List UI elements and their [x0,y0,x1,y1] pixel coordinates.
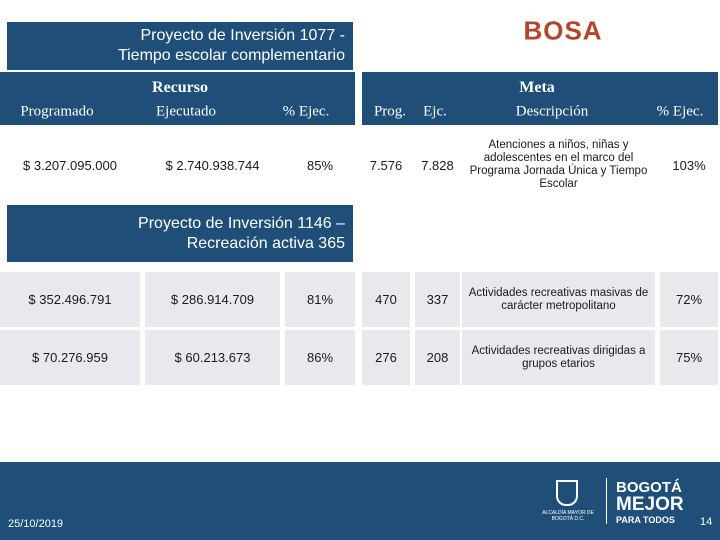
header: Recurso [152,79,208,96]
table-cell: 81% [285,272,355,327]
header: Programado [20,103,94,120]
project-title: Recreación activa 365 [186,234,345,252]
header: Ejc. [423,103,447,120]
project-title-box: Proyecto de Inversión 1077 - Tiempo esco… [7,22,353,70]
table-cell: $ 70.276.959 [0,330,140,385]
table-cell: 103% [672,157,706,173]
project-title: Proyecto de Inversión 1146 – [138,214,345,232]
header: Prog. [373,103,407,120]
table-cell: 7.828 [421,157,454,173]
project-title: Proyecto de Inversión 1077 - [140,27,345,44]
location: BOSA [523,15,603,46]
table-cell: 7.576 [369,157,403,173]
logo-divider [606,478,607,524]
table-cell: $ 3.207.095.000 [23,157,117,173]
page-number: 14 [700,516,713,528]
description-cell: Atenciones a niños, niñas y adolescentes… [469,139,648,190]
header: Ejecutado [156,103,216,120]
footer [0,462,720,540]
table-cell: 75% [660,330,718,385]
table-cell: 276 [362,330,410,385]
description-cell: Actividades recreativas masivas de carác… [462,272,655,327]
description-cell: Actividades recreativas dirigidas a grup… [462,330,655,385]
table-cell: 85% [306,157,334,173]
logo-text: MEJOR [616,494,684,515]
table-cell: $ 352.496.791 [0,272,140,327]
date: 25/10/2019 [8,518,64,530]
table-cell: 337 [415,272,460,327]
table-cell: $ 60.213.673 [145,330,280,385]
project-title-box: Proyecto de Inversión 1146 – Recreación … [7,205,353,262]
project-title: Tiempo escolar complementario [117,47,345,64]
table-cell: 470 [362,272,410,327]
header-band [362,72,718,125]
table-cell: $ 286.914.709 [145,272,280,327]
table-cell: $ 2.740.938.744 [165,157,260,173]
logo-caption: ALCALDÍA MAYOR DE BOGOTÁ D.C. [542,510,594,522]
table-cell: 86% [285,330,355,385]
logo-shield [556,480,578,506]
header: Meta [519,79,555,96]
table-cell: 72% [660,272,718,327]
header: Descripción [515,103,589,120]
table-cell: 208 [415,330,460,385]
header: % Ejec. [656,103,704,120]
logo-text: BOGOTÁ [616,479,682,496]
header-band [0,72,355,125]
logo-text: PARA TODOS [616,515,675,525]
header: % Ejec. [282,103,330,120]
